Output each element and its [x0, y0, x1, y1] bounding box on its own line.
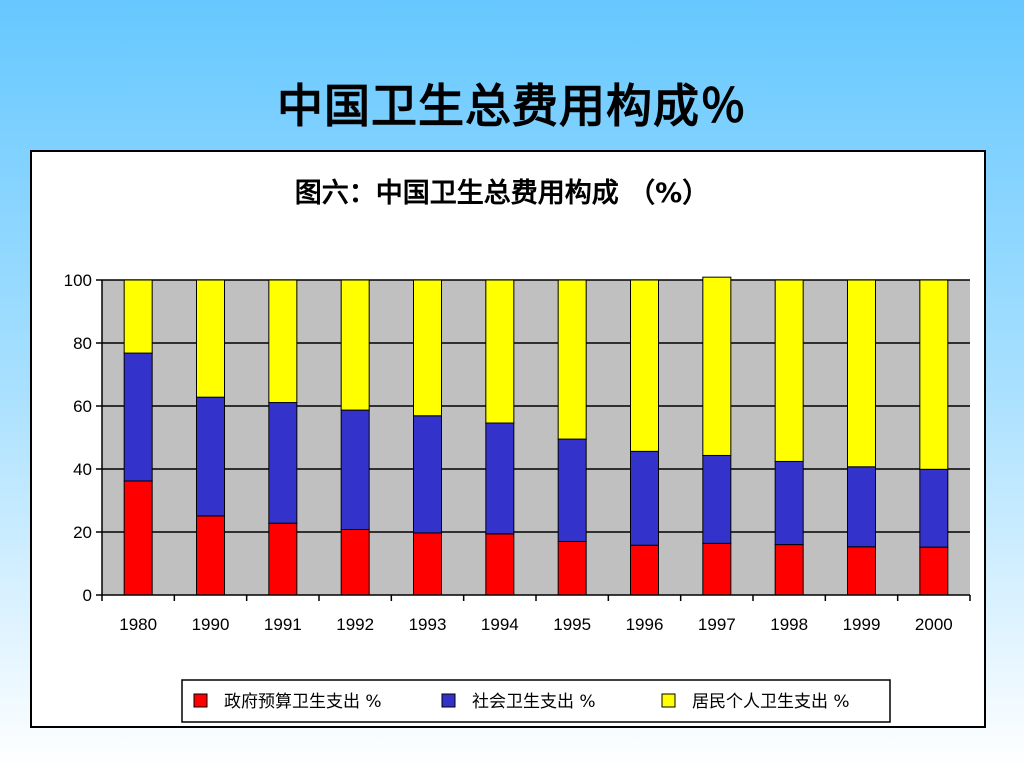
bar-segment-1: [485, 533, 515, 596]
bar-segment-1: [340, 528, 370, 596]
bar-segment-1: [774, 544, 804, 596]
bar-segment-3: [557, 279, 587, 440]
bar-segment-3: [268, 279, 298, 404]
bars: [123, 276, 949, 596]
axes: 0 20 40 60 80 100 1980 1990 1991 1992 1993 1994 1995…: [64, 271, 971, 634]
chart-frame: 图六：中国卫生总费用构成 （%） 0 20 40 60 80 100 1980 1990 199…: [30, 150, 986, 728]
bar-segment-2: [485, 422, 515, 535]
x-tick-label: 1993: [409, 615, 447, 634]
x-tick-label: 1991: [264, 615, 302, 634]
stacked-bar-chart: 图六：中国卫生总费用构成 （%） 0 20 40 60 80 100 1980 1990 199…: [64, 178, 971, 723]
legend-swatch: [661, 693, 676, 708]
x-tick-label: 1980: [119, 615, 157, 634]
legend: 政府预算卫生支出 % 社会卫生支出 % 居民个人卫生支出 %: [181, 679, 891, 723]
legend-label: 政府预算卫生支出 %: [224, 692, 382, 712]
legend-box: [181, 679, 891, 723]
bar-segment-3: [485, 279, 515, 424]
bar-segment-3: [702, 276, 732, 456]
y-tick-label: 40: [73, 460, 92, 479]
legend-label: 居民个人卫生支出 %: [692, 692, 850, 712]
bar-segment-1: [919, 546, 949, 596]
y-tick-label: 0: [83, 586, 92, 605]
bar-segment-2: [413, 415, 442, 534]
x-tick-label: 1997: [698, 615, 736, 634]
bar-segment-3: [340, 279, 370, 411]
bar-segment-1: [557, 540, 587, 596]
x-tick-label: 1992: [336, 615, 374, 634]
bar-segment-1: [196, 515, 225, 596]
bar-segment-1: [630, 544, 659, 596]
bar-segment-3: [847, 279, 876, 468]
y-tick-label: 100: [64, 271, 92, 290]
bar-segment-1: [123, 480, 153, 596]
bar-segment-2: [847, 466, 876, 548]
bar-segment-2: [774, 460, 804, 546]
plot-area: [102, 280, 970, 595]
legend-swatch: [441, 693, 456, 708]
bar-segment-2: [340, 409, 370, 530]
bar-segment-2: [557, 438, 587, 542]
chart-title: 图六：中国卫生总费用构成 （%）: [295, 178, 709, 209]
x-tick-label: 1998: [770, 615, 808, 634]
bar-segment-3: [630, 279, 659, 452]
x-tick-label: 1995: [553, 615, 591, 634]
bar-segment-2: [123, 352, 153, 482]
y-tick-label: 80: [73, 334, 92, 353]
bar-segment-2: [268, 402, 298, 524]
bar-segment-1: [702, 542, 732, 596]
bar-segment-3: [123, 279, 153, 354]
bar-segment-3: [196, 279, 225, 398]
x-tick-label: 1999: [843, 615, 881, 634]
gridlines: [102, 279, 970, 533]
slide-title: 中国卫生总费用构成％: [277, 79, 747, 133]
y-tick-label: 60: [73, 397, 92, 416]
x-tick-label: 1996: [626, 615, 664, 634]
bar-segment-3: [919, 279, 949, 470]
x-tick-label: 1994: [481, 615, 519, 634]
legend-label: 社会卫生支出 %: [472, 692, 596, 712]
x-tick-label: 1990: [192, 615, 230, 634]
bar-segment-1: [413, 532, 442, 596]
y-tick-label: 20: [73, 523, 92, 542]
bar-segment-1: [847, 546, 876, 596]
bar-segment-2: [919, 468, 949, 548]
bar-segment-2: [702, 454, 732, 544]
legend-swatch: [193, 693, 208, 708]
x-tick-label: 2000: [915, 615, 953, 634]
bar-segment-2: [196, 396, 225, 517]
bar-segment-2: [630, 450, 659, 546]
bar-segment-1: [268, 522, 298, 596]
bar-segment-3: [413, 279, 442, 417]
bar-segment-3: [774, 279, 804, 462]
